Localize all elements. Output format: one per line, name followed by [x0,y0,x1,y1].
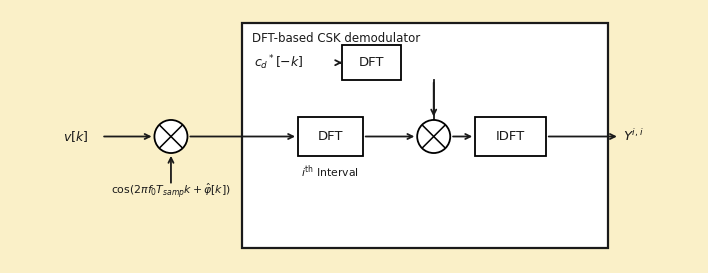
Text: $v[k]$: $v[k]$ [64,129,88,144]
Text: $i^{\rm th}$ Interval: $i^{\rm th}$ Interval [302,163,360,180]
Circle shape [417,120,450,153]
Text: $c_d{}^*[-k]$: $c_d{}^*[-k]$ [253,53,303,72]
Text: $Y^{i,i}$: $Y^{i,i}$ [622,129,644,144]
Bar [475,117,546,156]
Text: IDFT: IDFT [496,130,525,143]
Text: $\cos(2\pi f_0 T_{samp} k + \hat{\varphi}[k])$: $\cos(2\pi f_0 T_{samp} k + \hat{\varphi… [111,181,231,200]
Text: DFT-based CSK demodulator: DFT-based CSK demodulator [253,32,421,45]
Text: DFT: DFT [318,130,343,143]
Bar [298,117,363,156]
Bar [242,23,608,248]
Text: DFT: DFT [359,56,384,69]
Circle shape [154,120,188,153]
Bar [342,45,401,81]
